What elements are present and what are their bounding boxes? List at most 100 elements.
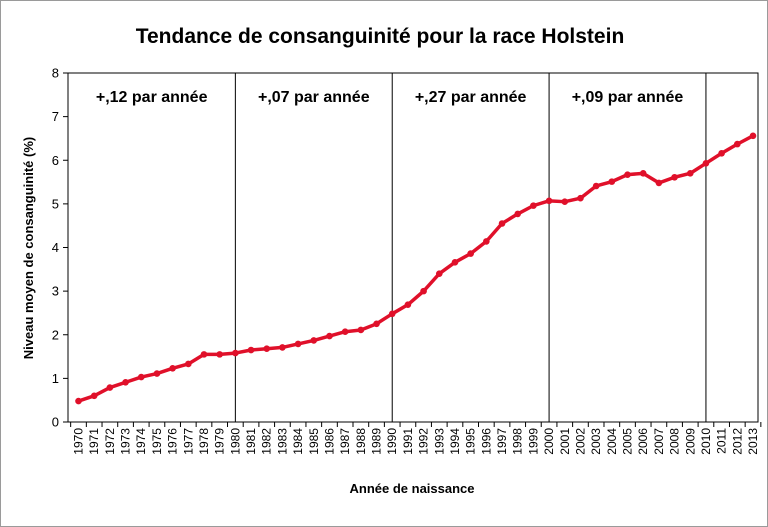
data-point — [686, 170, 694, 177]
data-point — [75, 397, 82, 405]
data-point — [341, 328, 349, 335]
data-point — [530, 202, 537, 209]
x-tick-label: 2009 — [683, 428, 697, 455]
data-point — [279, 344, 286, 351]
data-point — [122, 379, 129, 386]
x-tick-label: 1974 — [134, 428, 148, 455]
data-point — [498, 220, 506, 227]
x-tick-label: 2008 — [668, 428, 682, 455]
x-tick-label: 1979 — [213, 428, 227, 455]
x-tick-label: 2007 — [652, 428, 666, 455]
x-tick-label: 1977 — [181, 428, 195, 455]
data-point — [545, 197, 553, 205]
period-annotation: +,07 par année — [258, 89, 370, 106]
data-point — [137, 373, 145, 381]
x-tick-label: 2012 — [730, 428, 744, 455]
x-tick-label: 1973 — [119, 428, 133, 455]
data-point — [388, 310, 396, 318]
x-tick-label: 1996 — [479, 428, 493, 455]
y-tick-label: 4 — [52, 240, 59, 255]
x-tick-label: 1997 — [495, 428, 509, 455]
x-tick-label: 1981 — [244, 428, 258, 455]
data-point — [467, 250, 474, 257]
x-tick-label: 1983 — [275, 428, 289, 455]
data-point — [671, 173, 678, 181]
x-tick-label: 1986 — [322, 428, 336, 455]
x-tick-label: 2002 — [573, 428, 587, 455]
x-tick-label: 1990 — [385, 428, 399, 455]
data-point — [263, 345, 271, 353]
y-tick-label: 6 — [52, 153, 59, 168]
x-tick-label: 2005 — [621, 428, 635, 455]
data-point — [451, 259, 459, 266]
y-tick-label: 2 — [52, 327, 59, 342]
x-tick-label: 1987 — [338, 428, 352, 455]
data-point — [639, 170, 647, 177]
x-tick-label: 1993 — [432, 428, 446, 455]
x-tick-label: 1978 — [197, 428, 211, 455]
data-point — [749, 132, 757, 140]
x-tick-label: 2003 — [589, 428, 603, 455]
data-point — [247, 346, 255, 354]
period-annotation: +,09 par année — [572, 89, 684, 106]
data-point — [420, 287, 427, 295]
x-tick-label: 1972 — [103, 428, 117, 455]
data-point — [592, 182, 600, 190]
x-tick-label: 1975 — [150, 428, 164, 455]
data-point — [153, 370, 161, 377]
x-tick-label: 1982 — [260, 428, 274, 455]
data-point — [216, 351, 223, 358]
x-tick-label: 1995 — [464, 428, 478, 455]
chart-title: Tendance de consanguinité pour la race H… — [136, 25, 625, 48]
data-point — [294, 340, 302, 348]
x-tick-label: 2000 — [542, 428, 556, 455]
x-tick-label: 2013 — [746, 428, 760, 455]
x-tick-label: 1970 — [72, 428, 86, 455]
y-tick-label: 7 — [52, 109, 59, 124]
y-tick-label: 0 — [52, 415, 59, 430]
data-point — [106, 384, 114, 391]
x-tick-label: 2006 — [636, 428, 650, 455]
x-tick-label: 1999 — [526, 428, 540, 455]
x-tick-label: 2001 — [558, 428, 572, 455]
data-point — [483, 238, 490, 245]
data-point — [90, 392, 98, 400]
data-point — [718, 149, 725, 157]
data-point — [608, 178, 616, 185]
data-point — [514, 210, 522, 218]
y-tick-label: 3 — [52, 284, 59, 299]
x-tick-label: 1998 — [511, 428, 525, 455]
x-tick-label: 1985 — [307, 428, 321, 455]
y-axis-label: Niveau moyen de consanguinité (%) — [21, 137, 36, 360]
y-tick-label: 1 — [52, 371, 59, 386]
x-tick-label: 2011 — [715, 428, 729, 454]
x-tick-label: 1992 — [417, 428, 431, 455]
data-point — [577, 194, 584, 202]
x-tick-label: 2004 — [605, 428, 619, 455]
data-point — [702, 160, 710, 167]
data-point — [373, 320, 380, 328]
x-tick-label: 1988 — [354, 428, 368, 455]
data-point — [185, 360, 192, 368]
data-point — [404, 301, 412, 308]
data-point — [232, 349, 239, 357]
data-point — [655, 179, 663, 187]
x-tick-label: 1976 — [166, 428, 180, 455]
data-point — [310, 337, 318, 344]
x-tick-label: 1989 — [370, 428, 384, 455]
x-tick-label: 1984 — [291, 428, 305, 455]
x-axis-label: Année de naissance — [350, 481, 475, 496]
data-point — [200, 351, 208, 358]
x-tick-label: 1991 — [401, 428, 415, 455]
data-point — [357, 326, 365, 334]
x-tick-label: 1994 — [448, 428, 462, 455]
x-tick-label: 1971 — [87, 428, 101, 455]
period-annotation: +,12 par année — [96, 89, 208, 106]
y-tick-label: 5 — [52, 196, 59, 211]
x-tick-label: 1980 — [228, 428, 242, 455]
period-annotation: +,27 par année — [415, 89, 527, 106]
